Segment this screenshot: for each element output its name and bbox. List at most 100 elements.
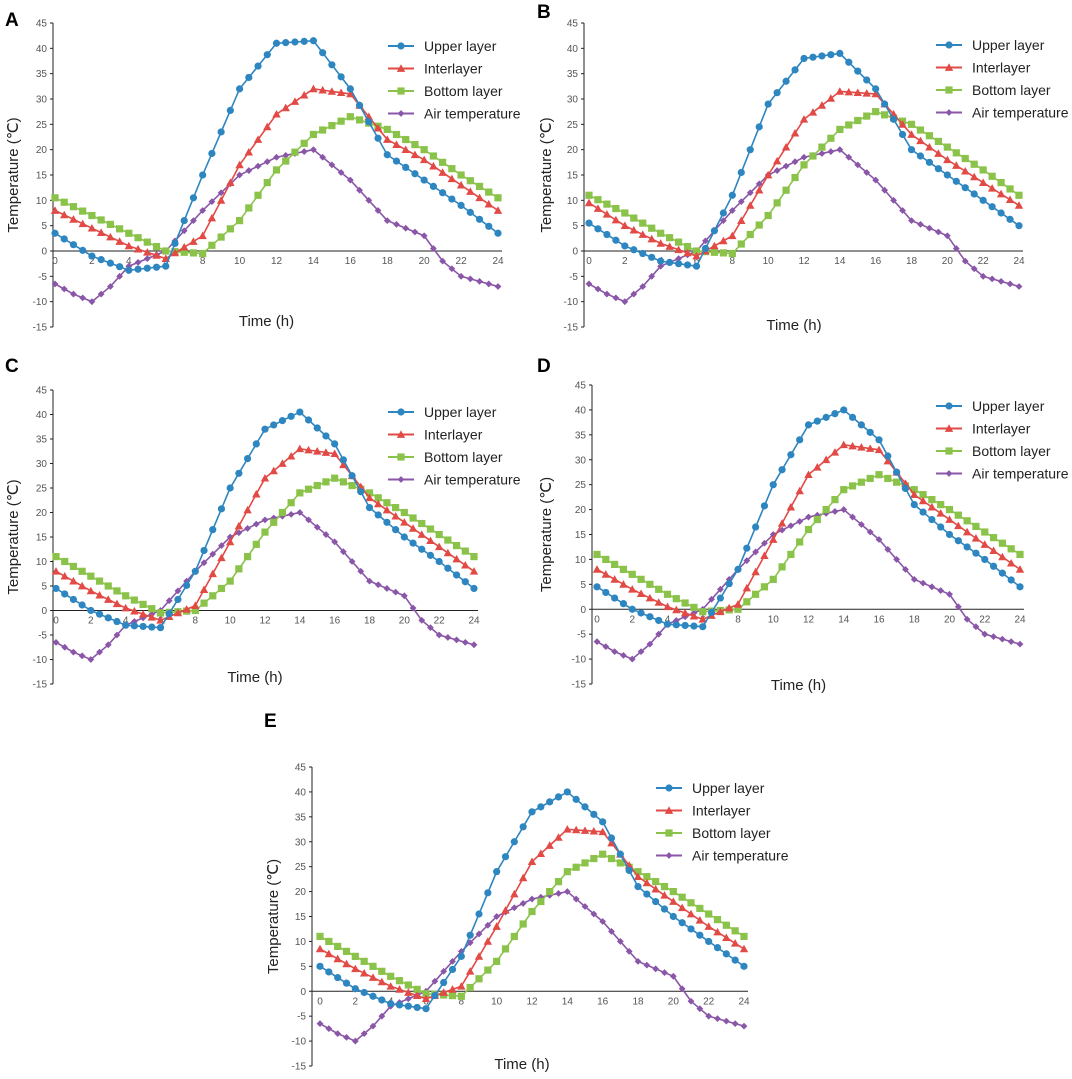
data-point-upper (304, 416, 313, 424)
data-point-inter (207, 213, 217, 222)
data-point-inter (456, 180, 466, 189)
data-point-air (331, 538, 339, 546)
data-point-upper (603, 230, 611, 239)
data-point-upper (910, 501, 918, 509)
data-point-inter (87, 224, 97, 232)
y-tick-label: 20 (36, 508, 48, 519)
data-point-upper (787, 451, 795, 459)
y-tick-label: 35 (36, 435, 48, 446)
data-point-bottom (217, 584, 226, 593)
data-point-inter (934, 149, 943, 157)
data-point-bottom (1007, 545, 1015, 553)
data-point-upper (448, 965, 457, 974)
data-point-inter (50, 206, 60, 214)
x-tick-label: 10 (234, 256, 246, 267)
data-point-upper (687, 925, 695, 933)
data-point-upper (804, 421, 813, 429)
data-point-air (997, 278, 1005, 285)
data-point-inter (799, 115, 809, 123)
data-point-air (357, 567, 365, 575)
data-point-bottom (339, 478, 347, 486)
data-point-upper (418, 545, 426, 553)
data-point-inter (739, 944, 749, 953)
data-point-upper (360, 988, 368, 997)
legend-label-air: Air temperature (972, 466, 1069, 482)
data-point-air (165, 597, 173, 605)
data-point-inter (417, 530, 426, 538)
data-point-bottom (448, 992, 457, 1000)
data-point-bottom (243, 553, 252, 561)
data-point-upper (328, 61, 336, 69)
data-point-inter (713, 927, 722, 936)
data-point-air (926, 224, 933, 232)
data-point-bottom (760, 583, 769, 591)
data-point-air (787, 522, 795, 530)
data-point-bottom (970, 160, 978, 168)
data-point-bottom (191, 606, 199, 615)
data-point-air (611, 648, 619, 656)
data-point-upper (611, 594, 619, 602)
data-point-inter (278, 459, 287, 467)
data-point-bottom (351, 952, 359, 960)
data-point-bottom (484, 966, 492, 974)
data-point-air (435, 631, 443, 639)
data-point-inter (755, 186, 764, 194)
data-point-bottom (494, 194, 502, 202)
data-point-bottom (130, 596, 138, 604)
data-point-upper (191, 567, 199, 575)
data-point-inter (69, 215, 78, 223)
data-point-air (884, 546, 892, 553)
data-point-air (669, 972, 677, 980)
x-tick-label: 0 (594, 614, 600, 625)
data-point-inter (781, 142, 791, 151)
x-tick-label: 20 (419, 256, 431, 267)
data-point-bottom (418, 519, 426, 528)
data-point-air (96, 648, 103, 656)
data-point-inter (808, 108, 818, 116)
data-point-air (411, 228, 419, 236)
data-point-air (791, 158, 799, 166)
data-point-bottom (1015, 191, 1023, 199)
data-point-inter (492, 922, 501, 930)
y-tick-label: 20 (295, 887, 307, 898)
data-point-bottom (952, 149, 960, 157)
data-point-inter (461, 560, 470, 569)
data-point-inter (665, 242, 674, 250)
data-point-bottom (787, 550, 795, 559)
data-point-inter (804, 470, 813, 479)
x-tick-label: 2 (622, 256, 628, 267)
data-point-air (655, 630, 663, 638)
data-point-upper (88, 252, 96, 260)
data-point-inter (663, 602, 672, 611)
data-point-inter (180, 243, 189, 251)
data-point-bottom (988, 172, 996, 180)
y-tick-label: -10 (33, 655, 48, 666)
data-point-bottom (199, 249, 207, 258)
data-point-inter (434, 542, 444, 551)
data-point-air (334, 1030, 342, 1038)
data-point-bottom (674, 238, 683, 246)
x-tick-label: 18 (909, 614, 921, 625)
data-point-inter (315, 944, 325, 953)
data-point-air (448, 265, 456, 273)
data-point-bottom (863, 112, 871, 120)
data-point-air (1006, 280, 1014, 288)
data-point-air (705, 1012, 713, 1020)
data-point-air (719, 217, 727, 224)
data-point-upper (646, 613, 654, 621)
data-point-inter (763, 170, 773, 179)
x-tick-label: 16 (329, 616, 341, 627)
legend-label-bottom: Bottom layer (424, 83, 503, 99)
data-point-upper (599, 818, 607, 826)
data-point-upper (716, 594, 724, 602)
data-point-upper (889, 115, 898, 123)
x-tick-label: 12 (271, 256, 283, 267)
legend: Upper layer Interlayer Bottom layer Air tem… (388, 38, 521, 122)
data-point-upper (628, 605, 636, 613)
data-point-upper (854, 67, 862, 75)
data-point-inter (962, 527, 972, 536)
data-point-air (400, 592, 408, 600)
data-point-upper (643, 890, 651, 898)
data-point-inter (642, 878, 652, 887)
data-point-bottom (245, 204, 253, 212)
